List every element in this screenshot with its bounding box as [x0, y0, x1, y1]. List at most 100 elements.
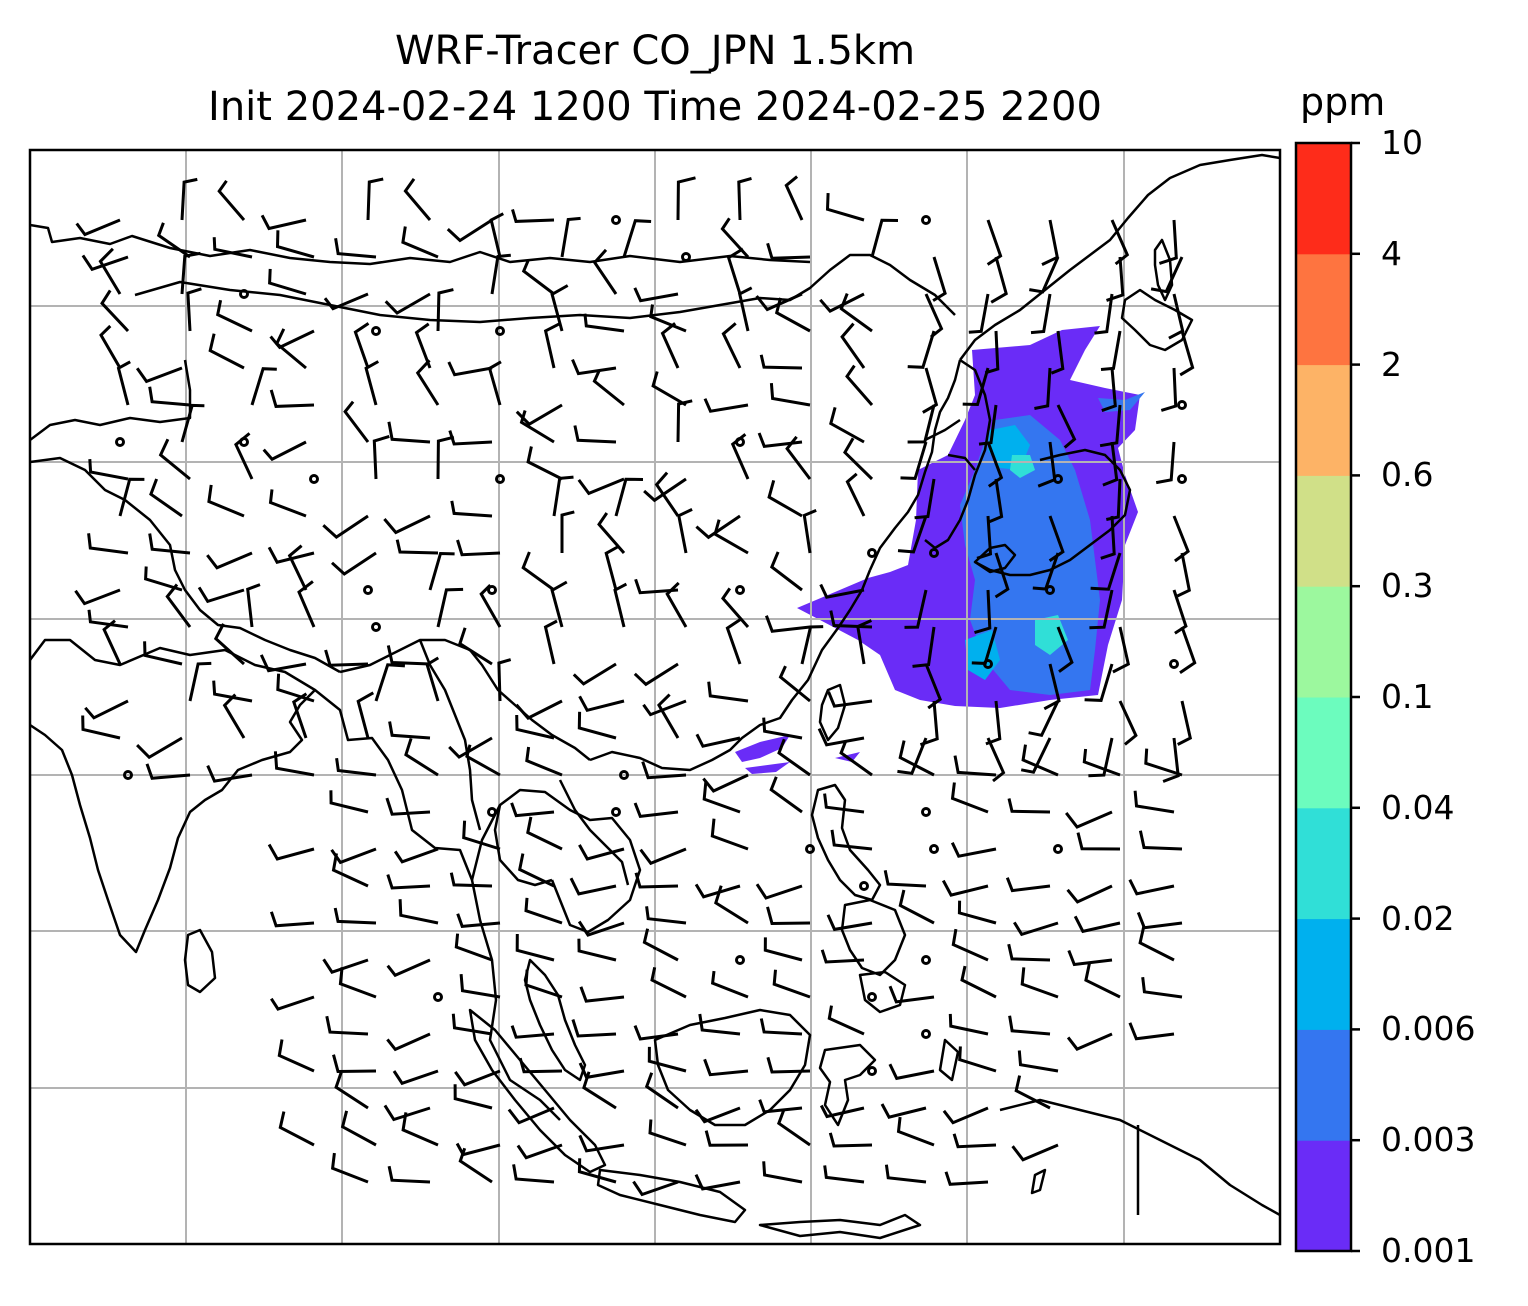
wind-barb-calm — [735, 955, 745, 965]
colorbar-tick-label: 0.003 — [1381, 1120, 1476, 1160]
wind-barb — [277, 1039, 315, 1073]
wind-barb — [974, 589, 992, 635]
wind-barb-calm — [619, 770, 629, 780]
wind-barb — [994, 552, 1010, 599]
wind-barb — [180, 403, 205, 443]
wind-barb — [278, 1111, 315, 1147]
wind-barb — [583, 313, 625, 333]
wind-barb — [275, 230, 315, 259]
wind-barb — [1048, 515, 1065, 563]
wind-barb — [393, 847, 439, 864]
wind-barb — [1021, 744, 1059, 777]
wind-barb — [332, 1054, 377, 1074]
border-china-west — [30, 456, 341, 674]
wind-barb — [143, 641, 183, 666]
colorbar-segment — [1296, 697, 1351, 809]
coast-new-guinea — [999, 1098, 1280, 1217]
wind-barb-calm — [921, 955, 931, 965]
wind-barb — [714, 885, 749, 925]
wind-barb — [489, 212, 504, 258]
wind-barb — [99, 324, 122, 369]
wind-barb — [622, 219, 652, 258]
tracer-fragment-south — [735, 735, 790, 762]
wind-barb — [84, 699, 129, 720]
border-russia-north — [30, 223, 811, 266]
wind-barb — [414, 322, 432, 369]
wind-barb — [645, 906, 687, 925]
coast-java — [596, 1168, 747, 1224]
wind-barb — [604, 545, 619, 591]
coast-china-east — [868, 359, 962, 571]
wind-barb — [458, 1147, 493, 1184]
wind-barb — [634, 578, 679, 595]
wind-barb — [436, 435, 455, 480]
wind-barb-calm — [487, 585, 497, 595]
gridlines — [30, 150, 1280, 1244]
coast-sumatra — [468, 1008, 607, 1174]
coast-bangladesh-burma — [314, 689, 561, 1121]
wind-barb — [1073, 915, 1121, 934]
wind-barb — [1029, 256, 1060, 294]
coast-russia-far-east — [959, 153, 1280, 361]
wind-barb — [270, 995, 315, 1011]
wind-barb — [802, 509, 817, 554]
wind-barb — [1177, 700, 1193, 746]
wind-barb — [1065, 810, 1113, 829]
wind-barb — [1102, 441, 1119, 487]
wind-barb — [515, 714, 555, 740]
wind-barb — [1008, 1015, 1051, 1036]
wind-barb — [1162, 737, 1180, 783]
wind-barb — [1179, 626, 1197, 674]
wind-barb — [960, 965, 997, 999]
coast-lesser-sunda — [758, 1213, 922, 1240]
wind-barb — [387, 1165, 431, 1184]
wind-barb-calm — [1177, 474, 1187, 484]
wind-barb — [330, 1152, 369, 1184]
wind-barb-calm — [309, 474, 319, 484]
wind-barb — [453, 1084, 493, 1110]
wind-barb — [324, 649, 369, 667]
wind-barb — [385, 797, 431, 816]
wind-barb — [526, 816, 563, 851]
wind-barb-calm — [611, 215, 621, 225]
wind-barb — [660, 322, 680, 369]
wind-barb — [737, 286, 753, 332]
wind-barb — [269, 911, 315, 928]
wind-barb-calm — [611, 807, 621, 817]
wind-barb — [764, 615, 811, 633]
colorbar-unit: ppm — [1300, 80, 1386, 124]
wind-barb — [1179, 330, 1195, 377]
wind-barb — [1141, 977, 1183, 999]
wind-barb — [948, 1013, 989, 1036]
colorbar-segment — [1296, 364, 1351, 476]
wind-barb — [880, 1103, 927, 1119]
wind-barb — [521, 551, 555, 592]
wind-barb — [386, 874, 431, 890]
wind-barb — [524, 897, 563, 925]
wind-barb — [180, 177, 198, 221]
wind-barb — [897, 515, 928, 554]
wind-barb — [592, 248, 618, 295]
wind-barb — [845, 472, 866, 517]
wind-barb — [1082, 748, 1121, 777]
wind-barb — [1144, 748, 1183, 777]
wind-barb — [490, 253, 511, 295]
wind-barb-calm — [921, 807, 931, 817]
wind-barb — [823, 793, 865, 814]
wind-barb — [447, 361, 493, 377]
wind-barb — [1013, 921, 1059, 937]
wind-barb — [571, 1019, 617, 1038]
wind-barb — [941, 879, 989, 897]
wind-barb — [1105, 478, 1122, 521]
wind-barb — [156, 222, 191, 259]
wind-barb — [387, 421, 431, 444]
wind-barb — [87, 533, 129, 555]
wind-barb — [521, 259, 555, 296]
wind-barb — [343, 400, 370, 443]
border-china-mongolia — [134, 253, 956, 324]
wind-barb — [372, 434, 390, 480]
wind-barb — [702, 781, 741, 814]
wind-barb — [633, 662, 679, 687]
wind-barb — [571, 359, 617, 376]
wind-barb — [145, 763, 191, 780]
